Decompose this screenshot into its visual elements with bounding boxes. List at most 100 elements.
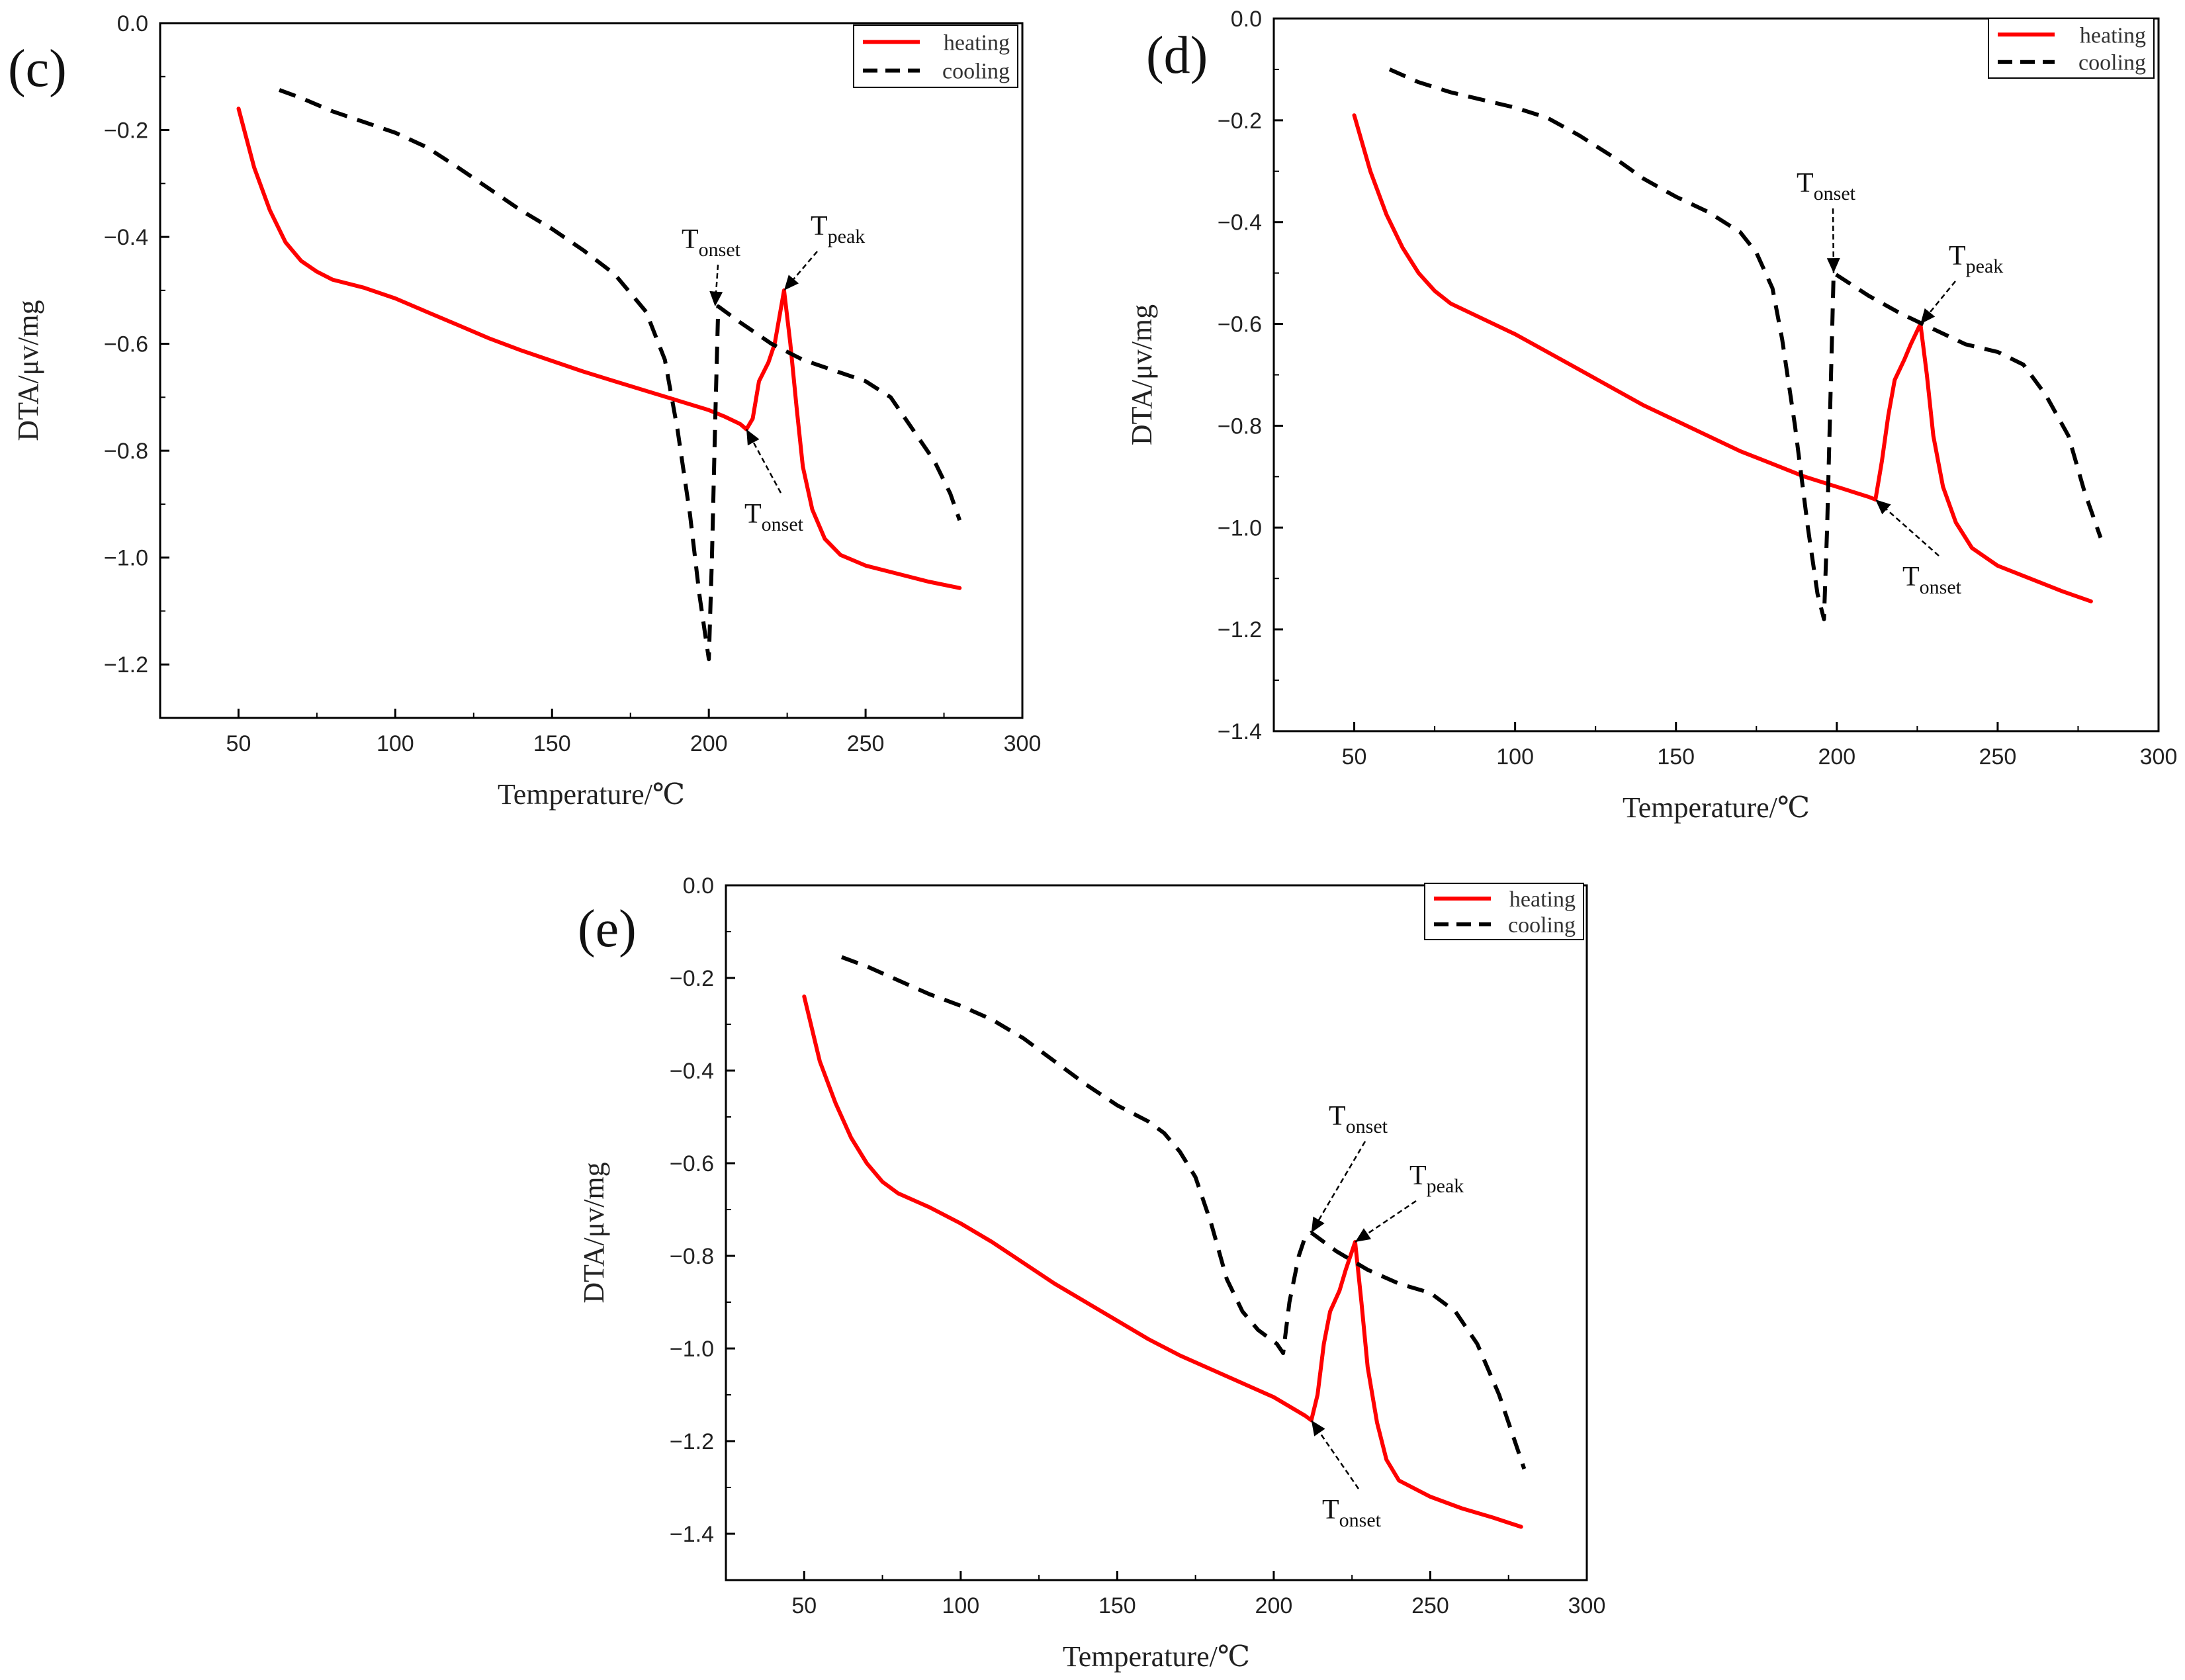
x-tick-label: 300 bbox=[1004, 731, 1042, 756]
series-cooling-line bbox=[840, 955, 1527, 1470]
y-axis-title: DTA/μv/mg bbox=[1126, 304, 1158, 445]
y-tick-label: −1.0 bbox=[670, 1337, 714, 1362]
annotation-peak: Tpeak bbox=[1409, 1161, 1464, 1197]
x-tick-label: 200 bbox=[1818, 744, 1855, 770]
chart-panel-d: 50 100 150 200 250 300 0.0 −0.2 −0.4 −0.6 −0.8 −1.0… bbox=[1126, 7, 2177, 824]
y-tick-label: −1.4 bbox=[1218, 719, 1262, 744]
annotation-arrow bbox=[1310, 1419, 1360, 1489]
annotation-onset: Tonset bbox=[1329, 1101, 1388, 1137]
plot-frame bbox=[725, 884, 1588, 1581]
panel-label: (e) bbox=[578, 900, 637, 958]
plot-frame bbox=[159, 22, 1024, 719]
y-tick-label: −0.6 bbox=[104, 332, 148, 357]
annotation-sub: onset bbox=[1346, 1116, 1388, 1137]
series-heating-line bbox=[236, 107, 962, 590]
annotation-arrow bbox=[783, 251, 818, 291]
annotation-main: T bbox=[744, 499, 762, 529]
y-tick-label: −0.8 bbox=[1218, 414, 1262, 439]
plot-frame bbox=[1272, 17, 2160, 732]
annotation-sub: peak bbox=[828, 226, 866, 247]
x-tick-label: 250 bbox=[1411, 1593, 1449, 1618]
annotation-arrow bbox=[1826, 208, 1840, 273]
y-tick-label: −1.0 bbox=[104, 546, 148, 571]
x-tick-label: 200 bbox=[1255, 1593, 1293, 1618]
x-axis-title: Temperature/℃ bbox=[498, 778, 685, 811]
annotation-sub: onset bbox=[1814, 183, 1856, 204]
y-tick-label: −1.2 bbox=[670, 1429, 714, 1454]
annotation-main: T bbox=[1949, 241, 1966, 271]
legend-label-cooling: cooling bbox=[1508, 913, 1576, 938]
y-tick-label: −0.2 bbox=[670, 966, 714, 991]
annotation-sub: onset bbox=[699, 239, 741, 261]
x-tick-label: 50 bbox=[791, 1593, 817, 1618]
x-tick-label: 250 bbox=[1979, 744, 2017, 770]
annotation-onset: Tonset bbox=[1322, 1495, 1382, 1531]
x-tick-label: 300 bbox=[1568, 1593, 1606, 1618]
series-cooling-line bbox=[1388, 67, 2103, 621]
annotation-sub: onset bbox=[1339, 1509, 1382, 1531]
y-tick-label: 0.0 bbox=[1231, 7, 1262, 32]
y-tick-label: −1.0 bbox=[1218, 515, 1262, 541]
annotation-arrow bbox=[1920, 281, 1956, 325]
panel-label: (c) bbox=[8, 40, 67, 98]
panel-label: (d) bbox=[1146, 26, 1208, 85]
annotation-main: T bbox=[1322, 1495, 1339, 1525]
x-tick-label: 100 bbox=[1496, 744, 1534, 770]
annotation-sub: onset bbox=[1920, 576, 1962, 598]
x-axis-title: Temperature/℃ bbox=[1063, 1640, 1250, 1673]
y-tick-label: −0.2 bbox=[1218, 109, 1262, 134]
legend-label-heating: heating bbox=[944, 30, 1010, 55]
annotation-arrow bbox=[745, 429, 782, 494]
annotation-peak: Tpeak bbox=[811, 211, 865, 247]
annotation-main: T bbox=[682, 224, 699, 255]
y-tick-label: −0.4 bbox=[670, 1059, 714, 1084]
annotation-main: T bbox=[1409, 1161, 1427, 1191]
x-tick-label: 150 bbox=[533, 731, 571, 756]
annotation-onset: Tonset bbox=[1902, 562, 1962, 598]
y-tick-label: −0.6 bbox=[670, 1151, 714, 1176]
annotation-sub: peak bbox=[1966, 255, 2004, 277]
y-tick-label: −0.2 bbox=[104, 118, 148, 144]
x-tick-label: 200 bbox=[690, 731, 728, 756]
x-tick-label: 150 bbox=[1657, 744, 1695, 770]
x-tick-label: 100 bbox=[377, 731, 414, 756]
annotation-onset: Tonset bbox=[682, 224, 741, 261]
annotation-sub: onset bbox=[762, 513, 804, 535]
annotation-onset: Tonset bbox=[744, 499, 804, 535]
annotation-main: T bbox=[1797, 168, 1814, 199]
series-heating-line bbox=[802, 995, 1523, 1529]
legend-box bbox=[1424, 883, 1584, 940]
annotation-arrow bbox=[1355, 1200, 1417, 1243]
x-tick-label: 300 bbox=[2140, 744, 2178, 770]
x-tick-label: 150 bbox=[1098, 1593, 1136, 1618]
annotation-main: T bbox=[1329, 1101, 1346, 1131]
legend-box bbox=[853, 24, 1018, 88]
annotation-sub: peak bbox=[1427, 1175, 1464, 1197]
y-tick-label: −1.4 bbox=[670, 1522, 714, 1547]
annotation-arrow bbox=[1310, 1141, 1366, 1233]
y-tick-label: −0.6 bbox=[1218, 312, 1262, 337]
legend-label-heating: heating bbox=[2080, 23, 2146, 48]
y-tick-label: −0.8 bbox=[670, 1244, 714, 1269]
annotation-arrow bbox=[709, 264, 723, 307]
y-axis-title: DTA/μv/mg bbox=[12, 300, 44, 441]
y-tick-label: −0.4 bbox=[1218, 210, 1262, 236]
legend-label-heating: heating bbox=[1509, 887, 1576, 912]
y-tick-label: 0.0 bbox=[683, 873, 714, 899]
legend-label-cooling: cooling bbox=[942, 60, 1010, 84]
chart-panel-e: 50 100 150 200 250 300 0.0 −0.2 −0.4 −0.6 −0.8 −1.0… bbox=[578, 873, 1605, 1673]
annotation-peak: Tpeak bbox=[1949, 241, 2003, 277]
series-heating-line bbox=[1352, 113, 2093, 603]
y-tick-label: −1.2 bbox=[1218, 617, 1262, 642]
annotation-onset: Tonset bbox=[1797, 168, 1856, 204]
legend-label-cooling: cooling bbox=[2078, 51, 2146, 75]
y-tick-label: −1.2 bbox=[104, 652, 148, 678]
annotation-main: T bbox=[811, 211, 828, 242]
y-axis-title: DTA/μv/mg bbox=[578, 1162, 610, 1303]
annotation-main: T bbox=[1902, 562, 1920, 592]
series-cooling-line bbox=[279, 88, 962, 662]
x-tick-label: 50 bbox=[226, 731, 251, 756]
y-tick-label: −0.4 bbox=[104, 225, 148, 250]
y-tick-label: −0.8 bbox=[104, 439, 148, 464]
